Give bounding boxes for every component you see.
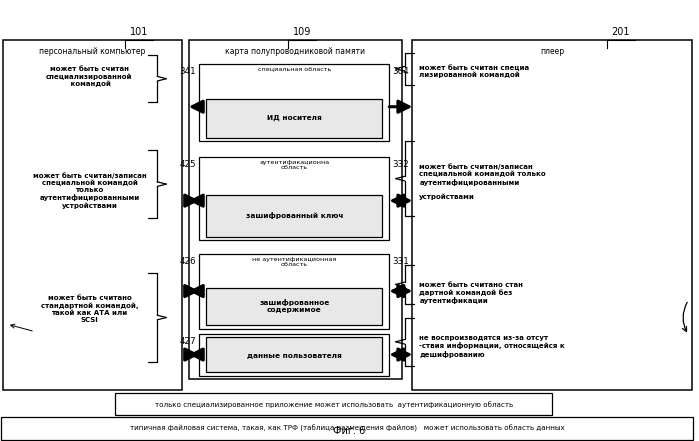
Text: 425: 425: [180, 160, 196, 169]
Text: зашифрованное
содержимое: зашифрованное содержимое: [259, 299, 329, 313]
Bar: [199, 64, 389, 141]
Bar: [199, 254, 389, 329]
Bar: [199, 334, 389, 376]
Bar: [206, 288, 382, 325]
Text: зашифрованный ключ: зашифрованный ключ: [245, 213, 343, 219]
Text: только специализированное приложение может использовать  аутентификационную обла: только специализированное приложение мож…: [154, 401, 513, 408]
Text: ИД носителя: ИД носителя: [267, 115, 322, 121]
Text: не аутентификационная
область: не аутентификационная область: [252, 257, 336, 267]
Text: типичная файловая система, такая, как ТРФ (таблица размещения файлов)   может ис: типичная файловая система, такая, как ТР…: [130, 425, 565, 432]
Text: может быть считано
стандартной командой,
такой как АТА или
SCSI: может быть считано стандартной командой,…: [41, 295, 138, 323]
Bar: [206, 99, 382, 138]
Bar: [206, 195, 382, 237]
Text: может быть считано стан
дартной командой без
аутентификации: может быть считано стан дартной командой…: [419, 282, 524, 304]
Text: карта полупроводниковой памяти: карта полупроводниковой памяти: [225, 47, 366, 56]
Text: 101: 101: [129, 27, 148, 37]
Text: 427: 427: [180, 337, 196, 346]
Bar: [199, 157, 389, 240]
Text: 332: 332: [392, 160, 409, 169]
Text: 201: 201: [612, 27, 630, 37]
Text: 426: 426: [180, 257, 196, 266]
Text: Фиг. 6: Фиг. 6: [333, 426, 366, 436]
Text: 331: 331: [392, 257, 409, 266]
Bar: [3, 40, 182, 390]
Bar: [189, 40, 402, 379]
Bar: [115, 393, 552, 415]
Text: плеер: плеер: [540, 47, 564, 56]
Text: не воспроизводятся из-за отсут
-ствия информации, относящейся к
дешифрованию: не воспроизводятся из-за отсут -ствия ин…: [419, 335, 565, 358]
Bar: [206, 337, 382, 372]
Text: 304: 304: [392, 67, 409, 76]
Text: 109: 109: [293, 27, 312, 37]
Text: специальная область: специальная область: [258, 67, 331, 72]
Text: может быть считан специа
лизированной командой: может быть считан специа лизированной ко…: [419, 64, 530, 78]
Text: персональный компьютер: персональный компьютер: [39, 47, 146, 56]
Text: может быть считан
специализированной
 командой: может быть считан специализированной ком…: [46, 66, 133, 87]
Bar: [412, 40, 692, 390]
Text: 341: 341: [180, 67, 196, 76]
Text: может быть считан/записан
специальной командой
только
аутентифицированными
устро: может быть считан/записан специальной ко…: [33, 172, 146, 209]
Text: данные пользователя: данные пользователя: [247, 352, 342, 358]
Bar: [1, 417, 693, 440]
Text: может быть считан/записан
специальной командой только
аутентифицированными

устр: может быть считан/записан специальной ко…: [419, 163, 546, 200]
Text: аутентификационна
область: аутентификационна область: [259, 160, 329, 170]
